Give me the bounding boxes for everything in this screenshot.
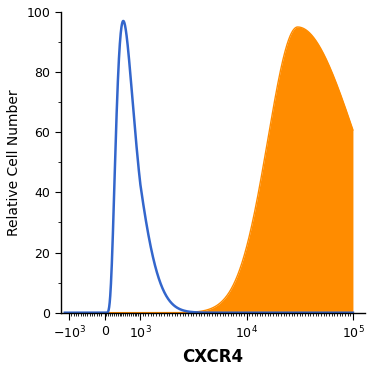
X-axis label: CXCR4: CXCR4 xyxy=(182,348,244,366)
Y-axis label: Relative Cell Number: Relative Cell Number xyxy=(7,89,21,236)
